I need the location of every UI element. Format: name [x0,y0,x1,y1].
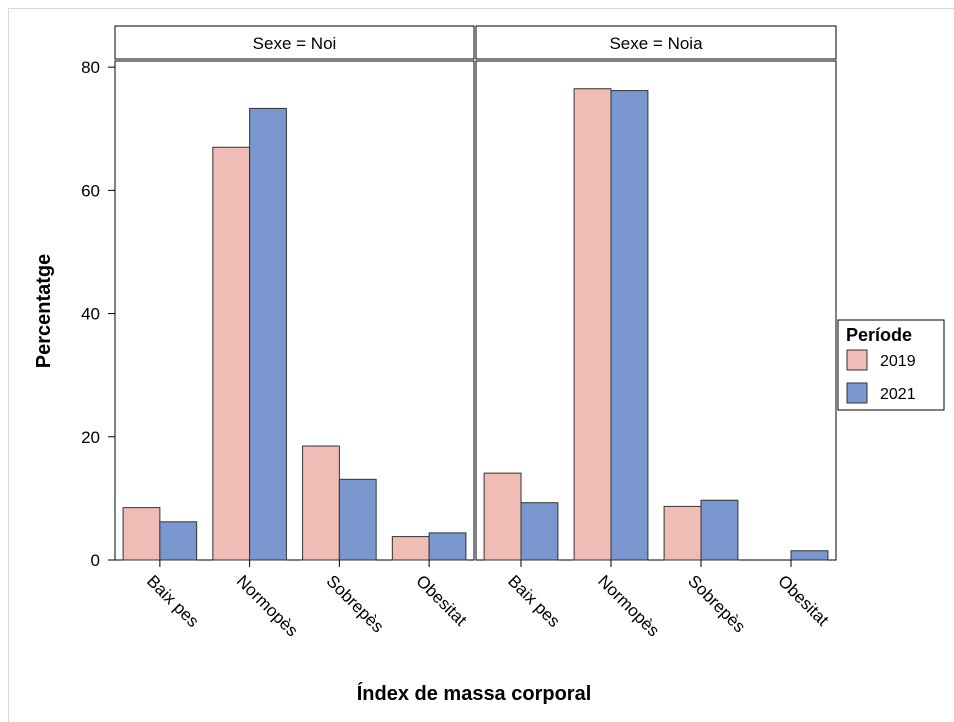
facet-strip [114,25,475,60]
bar [790,550,829,561]
bar [212,146,251,561]
y-tick-label: 20 [81,428,100,447]
bar [700,499,739,561]
x-axis: Baix pes Normopès Sobrepès Obesitat Baix pes… [143,560,833,640]
x-tick-label: Sobrepès [323,571,388,636]
y-tick-label: 80 [81,58,100,77]
panel-border [114,60,475,561]
facet-panel: Sexe = Noia [475,25,837,561]
facet-panel: Sexe = Noi [114,25,475,561]
y-axis: 0 20 40 60 80 [81,58,115,570]
x-axis-title: Índex de massa corporal [357,682,592,705]
bar [520,502,559,561]
bar [302,445,340,561]
x-tick-label: Sobrepès [684,571,749,636]
y-axis-title: Percentatge [33,254,55,369]
bar [610,90,649,561]
x-tick-label: Baix pes [143,571,203,631]
legend: Període 2019 2021 [837,319,945,411]
legend-label: 2019 [880,353,916,370]
y-tick-label: 0 [91,551,100,570]
bar [391,536,430,561]
bar [338,478,377,561]
y-tick-label: 60 [81,181,100,200]
chart-frame [8,8,954,722]
x-tick-label: Normopès [594,571,663,640]
x-tick-label: Baix pes [504,571,564,631]
bar [159,521,198,561]
x-tick-label: Normopès [233,571,302,640]
bar [483,472,522,561]
facet-strip [475,25,837,60]
x-tick-label: Obesitat [774,571,832,629]
legend-swatch [846,382,868,404]
bar [663,505,702,561]
legend-label: 2021 [880,386,916,403]
bar [428,532,467,561]
y-tick-label: 40 [81,305,100,324]
facet-strip-label: Sexe = Noi [253,34,337,53]
facet-strip-label: Sexe = Noia [609,34,703,53]
panel-border [475,60,837,561]
bar [249,107,287,561]
bar [122,507,161,561]
bar [573,88,612,561]
legend-title: Període [846,325,912,345]
x-tick-label: Obesitat [412,571,470,629]
legend-swatch [846,349,868,371]
